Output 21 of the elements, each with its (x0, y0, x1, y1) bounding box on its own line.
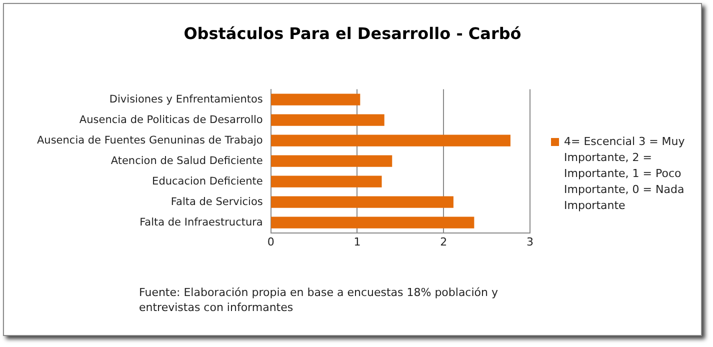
y-tick-label: Falta de Servicios (170, 196, 263, 208)
x-tick-label: 0 (267, 235, 274, 248)
bar (271, 196, 454, 208)
chart-title: Obstáculos Para el Desarrollo - Carbó (182, 24, 522, 43)
y-tick-label: Divisiones y Enfrentamientos (109, 93, 263, 106)
bar (271, 94, 360, 106)
bar (271, 216, 474, 228)
bar (271, 155, 392, 167)
source-note: Fuente: Elaboración propia en base a encuestas 18% población y entrevistas con informantes (139, 285, 499, 315)
x-tick-label: 2 (440, 235, 448, 248)
y-tick-label: Educacion Deficiente (152, 175, 263, 188)
x-tick-label: 1 (354, 235, 361, 248)
legend-label: 4= Escencial 3 = Muy Importante, 2 = Importante, 1 = Poco Importante, 0 = Nada Importante (564, 134, 686, 214)
bar (271, 134, 510, 146)
x-tick-label: 3 (526, 235, 534, 248)
y-tick-label: Ausencia de Politicas de Desarrollo (79, 114, 263, 126)
bar (271, 176, 382, 188)
bar (271, 114, 384, 126)
y-tick-label: Falta de Infraestructura (140, 216, 263, 228)
y-tick-label: Ausencia de Fuentes Genuninas de Trabajo (36, 134, 263, 146)
y-tick-label: Atencion de Salud Deficiente (110, 154, 263, 167)
